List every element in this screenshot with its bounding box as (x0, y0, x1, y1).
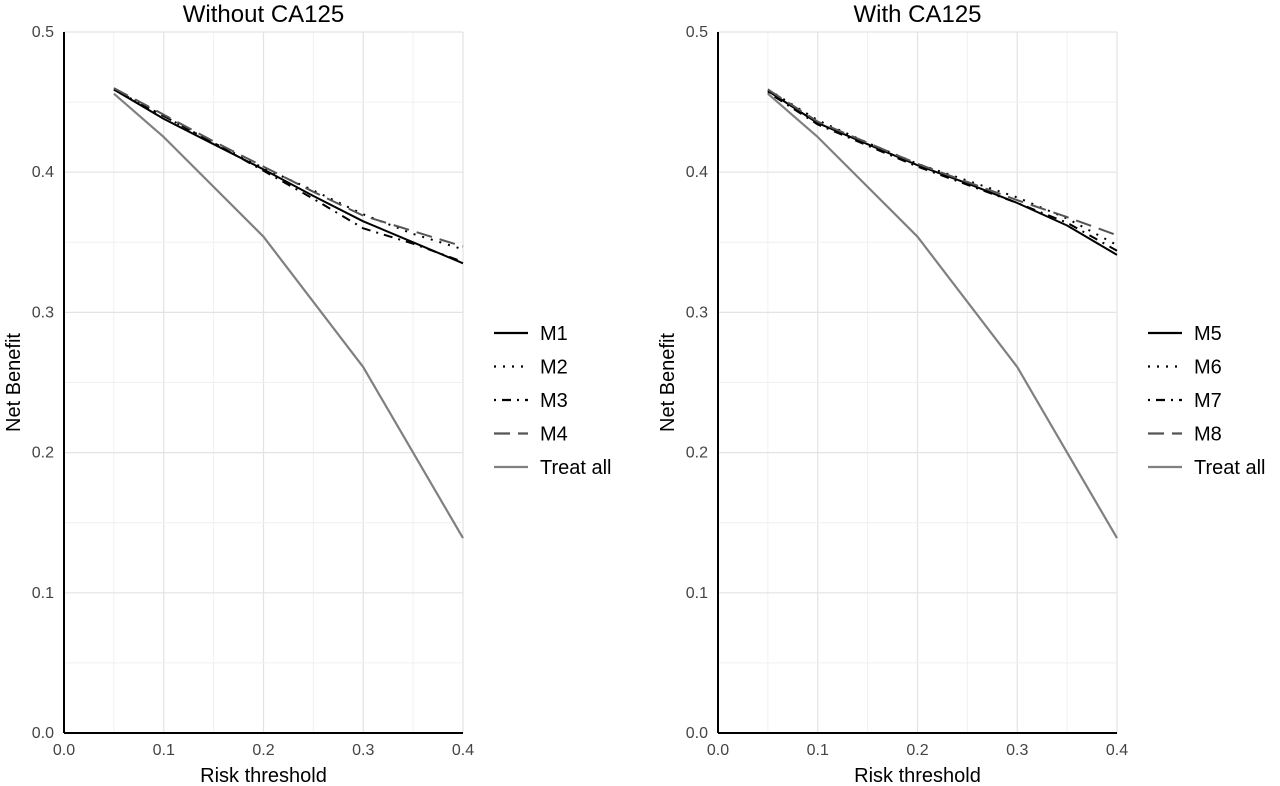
x-tick-label: 0.2 (906, 742, 928, 759)
x-axis-title: Risk threshold (200, 765, 327, 786)
y-tick-label: 0.5 (32, 24, 54, 41)
series-line (767, 88, 1118, 237)
series-line (113, 87, 464, 248)
series-line (113, 88, 464, 265)
x-tick-label: 0.1 (807, 742, 829, 759)
y-tick-label: 0.4 (686, 164, 708, 181)
y-tick-label: 0.4 (32, 164, 54, 181)
y-tick-label: 0.1 (32, 585, 54, 602)
y-tick-label: 0.3 (686, 304, 708, 321)
x-tick-label: 0.3 (1006, 742, 1028, 759)
x-tick-label: 0.4 (1106, 742, 1128, 759)
series-line (113, 92, 464, 539)
legend-label: M3 (540, 390, 568, 412)
legend: M1 M2 M3 M4 Treat all (494, 323, 612, 479)
legend-label: M5 (1194, 323, 1222, 345)
x-tick-label: 0.0 (707, 742, 729, 759)
y-tick-label: 0.1 (686, 585, 708, 602)
legend-label: Treat all (540, 457, 612, 479)
x-axis-title: Risk threshold (854, 765, 981, 786)
x-tick-label: 0.2 (252, 742, 274, 759)
y-tick-label: 0.2 (32, 445, 54, 462)
legend-label: M7 (1194, 390, 1222, 412)
y-tick-label: 0.3 (32, 304, 54, 321)
x-tick-label: 0.4 (452, 742, 474, 759)
chart-panel-1: 0.0 0.1 0.2 0.3 0.4 0.0 0.1 0.2 0.3 0.4 0.5 Without… (3, 1, 612, 786)
chart-title: Without CA125 (183, 1, 344, 28)
series-line (767, 88, 1118, 246)
legend: M5 M6 M7 M8 Treat all (1148, 323, 1266, 479)
chart-title: With CA125 (853, 1, 981, 28)
y-tick-label: 0.0 (32, 725, 54, 742)
series-line (767, 92, 1118, 539)
series-line (767, 91, 1118, 252)
y-axis-title: Net Benefit (3, 333, 25, 432)
x-tick-label: 0.0 (53, 742, 75, 759)
legend-label: M8 (1194, 424, 1222, 446)
y-tick-label: 0.2 (686, 445, 708, 462)
legend-label: M1 (540, 323, 568, 345)
legend-label: M4 (540, 424, 568, 446)
series-line (113, 88, 464, 251)
y-axis-title: Net Benefit (657, 333, 679, 432)
x-tick-label: 0.1 (153, 742, 175, 759)
legend-label: Treat all (1194, 457, 1266, 479)
legend-label: M6 (1194, 357, 1222, 379)
series-line (113, 88, 464, 263)
series-line (767, 90, 1118, 256)
chart-panel-2: 0.0 0.1 0.2 0.3 0.4 0.0 0.1 0.2 0.3 0.4 0.5 With CA… (657, 1, 1266, 786)
y-tick-label: 0.0 (686, 725, 708, 742)
y-tick-label: 0.5 (686, 24, 708, 41)
legend-label: M2 (540, 357, 568, 379)
x-tick-label: 0.3 (352, 742, 374, 759)
